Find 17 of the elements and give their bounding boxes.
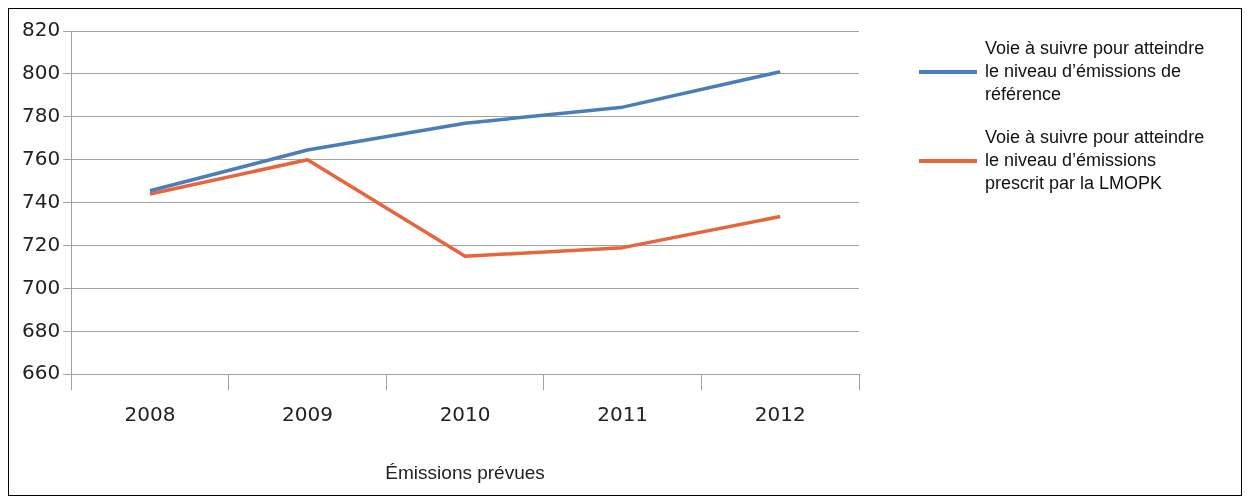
y-tick-label: 820	[21, 17, 61, 42]
x-tick-label: 2009	[282, 402, 333, 427]
x-tick-label: 2010	[439, 402, 491, 427]
x-tick-label: 2011	[597, 402, 649, 427]
legend-label: Voie à suivre pour atteindre le niveau d’émissions prescrit par la LMOPK	[985, 126, 1206, 195]
x-tick-label: 2012	[754, 402, 806, 427]
y-tick-label: 800	[21, 60, 61, 85]
x-axis-title: Émissions prévues	[385, 461, 545, 483]
x-tick-label: 2008	[124, 402, 176, 427]
legend-label: Voie à suivre pour atteindre le niveau d’émissions de référence	[985, 37, 1206, 106]
y-tick-label: 760	[21, 145, 61, 170]
y-tick-label: 680	[21, 317, 61, 342]
y-tick-label: 720	[21, 231, 61, 256]
y-tick-label: 660	[21, 360, 61, 385]
y-tick-label: 780	[21, 103, 61, 127]
y-tick-label: 700	[21, 274, 61, 299]
y-tick-label: 740	[21, 188, 61, 213]
